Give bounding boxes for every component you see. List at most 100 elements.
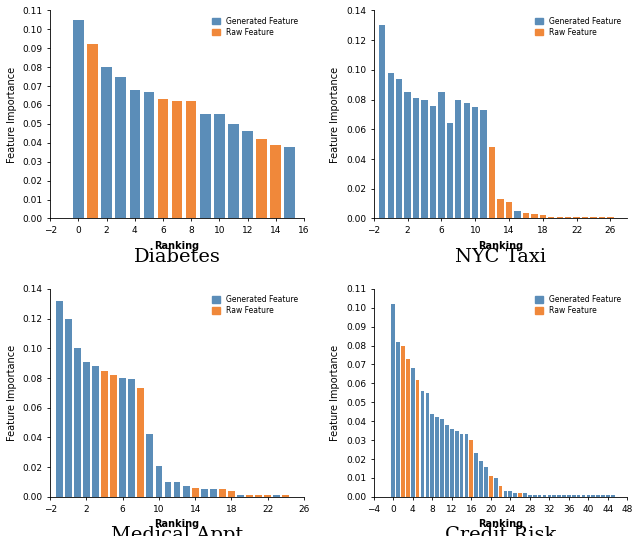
- Bar: [509, 491, 512, 497]
- Bar: [481, 110, 487, 219]
- Bar: [379, 25, 385, 219]
- Bar: [435, 418, 439, 497]
- Bar: [192, 488, 198, 497]
- X-axis label: Ranking: Ranking: [154, 241, 200, 251]
- Bar: [183, 487, 189, 497]
- Bar: [401, 346, 405, 497]
- Bar: [138, 389, 144, 497]
- Bar: [484, 467, 488, 497]
- Bar: [513, 493, 517, 497]
- Text: Medical Appt: Medical Appt: [111, 526, 243, 536]
- Bar: [210, 489, 217, 497]
- Bar: [479, 461, 483, 497]
- Bar: [110, 375, 117, 497]
- Bar: [547, 495, 551, 497]
- Y-axis label: Feature Importance: Feature Importance: [330, 66, 340, 162]
- Bar: [455, 431, 458, 497]
- Bar: [430, 106, 436, 219]
- Legend: Generated Feature, Raw Feature: Generated Feature, Raw Feature: [209, 293, 300, 317]
- Bar: [200, 115, 211, 219]
- Bar: [172, 101, 182, 219]
- Y-axis label: Feature Importance: Feature Importance: [7, 345, 17, 441]
- Bar: [65, 318, 72, 497]
- Text: NYC Taxi: NYC Taxi: [455, 248, 546, 266]
- Bar: [282, 495, 289, 497]
- Bar: [472, 107, 478, 219]
- Bar: [445, 425, 449, 497]
- Bar: [285, 146, 295, 219]
- Legend: Generated Feature, Raw Feature: Generated Feature, Raw Feature: [533, 293, 623, 317]
- Bar: [567, 495, 571, 497]
- Bar: [396, 342, 400, 497]
- Y-axis label: Feature Importance: Feature Importance: [330, 345, 340, 441]
- Legend: Generated Feature, Raw Feature: Generated Feature, Raw Feature: [209, 14, 300, 39]
- Bar: [528, 495, 532, 497]
- Bar: [201, 489, 207, 497]
- Bar: [523, 493, 527, 497]
- Bar: [228, 491, 235, 497]
- Bar: [463, 102, 470, 219]
- Bar: [572, 495, 575, 497]
- Bar: [143, 92, 154, 219]
- Bar: [497, 199, 504, 219]
- Bar: [264, 495, 271, 497]
- Bar: [577, 495, 580, 497]
- Bar: [533, 495, 536, 497]
- Bar: [582, 217, 588, 219]
- Bar: [273, 495, 280, 497]
- Bar: [416, 379, 419, 497]
- Bar: [591, 495, 595, 497]
- Bar: [387, 73, 394, 219]
- Bar: [404, 92, 411, 219]
- Bar: [470, 440, 473, 497]
- Bar: [74, 348, 81, 497]
- Bar: [460, 435, 463, 497]
- Bar: [173, 482, 180, 497]
- Bar: [465, 435, 468, 497]
- Bar: [420, 391, 424, 497]
- Bar: [406, 359, 410, 497]
- Bar: [494, 478, 497, 497]
- Bar: [523, 212, 529, 219]
- Bar: [246, 495, 253, 497]
- Bar: [474, 453, 478, 497]
- Bar: [455, 100, 461, 219]
- Bar: [552, 495, 556, 497]
- Bar: [557, 217, 563, 219]
- Bar: [565, 217, 572, 219]
- Bar: [119, 378, 126, 497]
- Bar: [538, 495, 541, 497]
- Bar: [601, 495, 605, 497]
- Bar: [147, 435, 154, 497]
- Bar: [392, 304, 395, 497]
- X-axis label: Ranking: Ranking: [478, 241, 523, 251]
- Bar: [431, 414, 434, 497]
- Bar: [228, 124, 239, 219]
- Bar: [438, 92, 445, 219]
- Bar: [596, 495, 600, 497]
- Bar: [87, 44, 98, 219]
- Bar: [606, 495, 610, 497]
- Bar: [489, 147, 495, 219]
- Bar: [411, 368, 415, 497]
- Bar: [557, 495, 561, 497]
- Bar: [540, 215, 546, 219]
- Bar: [450, 429, 454, 497]
- Bar: [440, 419, 444, 497]
- Bar: [214, 115, 225, 219]
- Bar: [582, 495, 586, 497]
- Bar: [186, 101, 196, 219]
- Bar: [489, 476, 493, 497]
- Bar: [506, 202, 512, 219]
- X-axis label: Ranking: Ranking: [478, 519, 523, 529]
- Bar: [242, 131, 253, 219]
- Bar: [447, 123, 453, 219]
- Bar: [531, 214, 538, 219]
- Bar: [92, 366, 99, 497]
- Bar: [256, 139, 267, 219]
- Bar: [83, 362, 90, 497]
- Bar: [518, 493, 522, 497]
- Bar: [421, 100, 428, 219]
- Y-axis label: Feature Importance: Feature Importance: [7, 66, 17, 162]
- Bar: [504, 491, 508, 497]
